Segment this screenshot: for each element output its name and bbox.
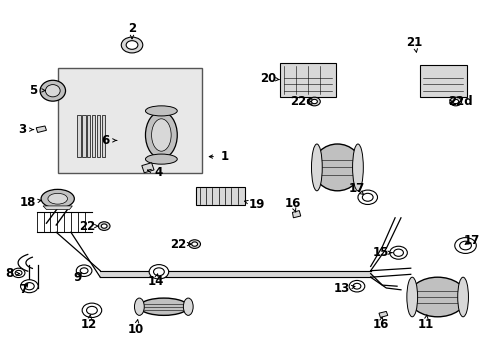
Text: 4: 4 [155,166,163,179]
FancyBboxPatch shape [279,63,335,97]
Text: 12: 12 [81,318,97,331]
FancyBboxPatch shape [58,68,202,173]
Ellipse shape [352,144,363,191]
Text: 18: 18 [20,196,37,209]
Text: 11: 11 [416,318,433,331]
Bar [82,115,85,157]
Circle shape [454,238,475,253]
Ellipse shape [40,80,65,101]
Polygon shape [142,163,154,173]
Ellipse shape [457,277,468,317]
Circle shape [357,190,377,204]
Circle shape [362,193,372,201]
Ellipse shape [408,277,466,317]
Text: 22c: 22c [290,95,313,108]
Text: 16: 16 [371,318,388,331]
Ellipse shape [139,298,188,315]
Circle shape [12,268,25,278]
Circle shape [80,268,88,274]
FancyBboxPatch shape [419,65,467,97]
Circle shape [121,37,142,53]
Circle shape [191,242,197,246]
Text: 1: 1 [221,150,228,163]
Text: 13: 13 [333,282,350,295]
Text: 22d: 22d [447,95,472,108]
Polygon shape [36,126,46,132]
Text: 8: 8 [6,267,14,280]
Text: 7: 7 [20,283,27,296]
Polygon shape [292,211,300,218]
Ellipse shape [48,193,67,204]
Ellipse shape [145,154,177,164]
Bar [97,115,100,157]
Circle shape [352,283,360,289]
Circle shape [308,97,320,106]
Text: 22: 22 [79,220,95,233]
Text: 22: 22 [170,238,186,251]
Ellipse shape [151,119,171,151]
Circle shape [153,268,164,276]
Circle shape [449,97,461,106]
Ellipse shape [134,298,144,315]
Text: 17: 17 [463,234,479,247]
Circle shape [86,306,97,314]
Bar [77,115,81,157]
Circle shape [101,224,107,228]
Text: 2: 2 [128,22,136,35]
Circle shape [188,240,200,248]
Ellipse shape [183,298,193,315]
Bar [87,115,90,157]
Circle shape [348,280,364,292]
Ellipse shape [41,189,74,208]
Circle shape [311,99,317,104]
Text: 9: 9 [73,271,81,284]
Circle shape [452,99,458,104]
Ellipse shape [145,112,177,158]
Text: 10: 10 [127,323,144,336]
Circle shape [20,280,38,293]
Circle shape [15,270,22,275]
Polygon shape [43,206,72,210]
Polygon shape [378,311,387,318]
Ellipse shape [406,277,417,317]
Bar [92,115,95,157]
Text: 21: 21 [406,36,422,49]
Ellipse shape [45,85,60,97]
Text: 6: 6 [101,134,109,147]
Text: 16: 16 [284,197,300,210]
Circle shape [389,246,407,259]
Circle shape [393,249,403,256]
Circle shape [149,265,168,279]
Bar [102,115,105,157]
Circle shape [459,241,470,250]
Text: 15: 15 [371,246,388,259]
Text: 19: 19 [248,198,264,211]
Polygon shape [195,187,245,205]
Text: 3: 3 [18,123,26,136]
Ellipse shape [311,144,322,191]
Text: 17: 17 [348,183,365,195]
Circle shape [98,222,110,230]
Ellipse shape [145,106,177,116]
Circle shape [24,283,34,290]
Ellipse shape [312,144,361,191]
Text: 14: 14 [147,275,163,288]
Text: 5: 5 [29,84,37,96]
Circle shape [126,41,138,49]
Circle shape [76,265,92,276]
Text: 20: 20 [259,72,276,85]
Circle shape [82,303,102,318]
